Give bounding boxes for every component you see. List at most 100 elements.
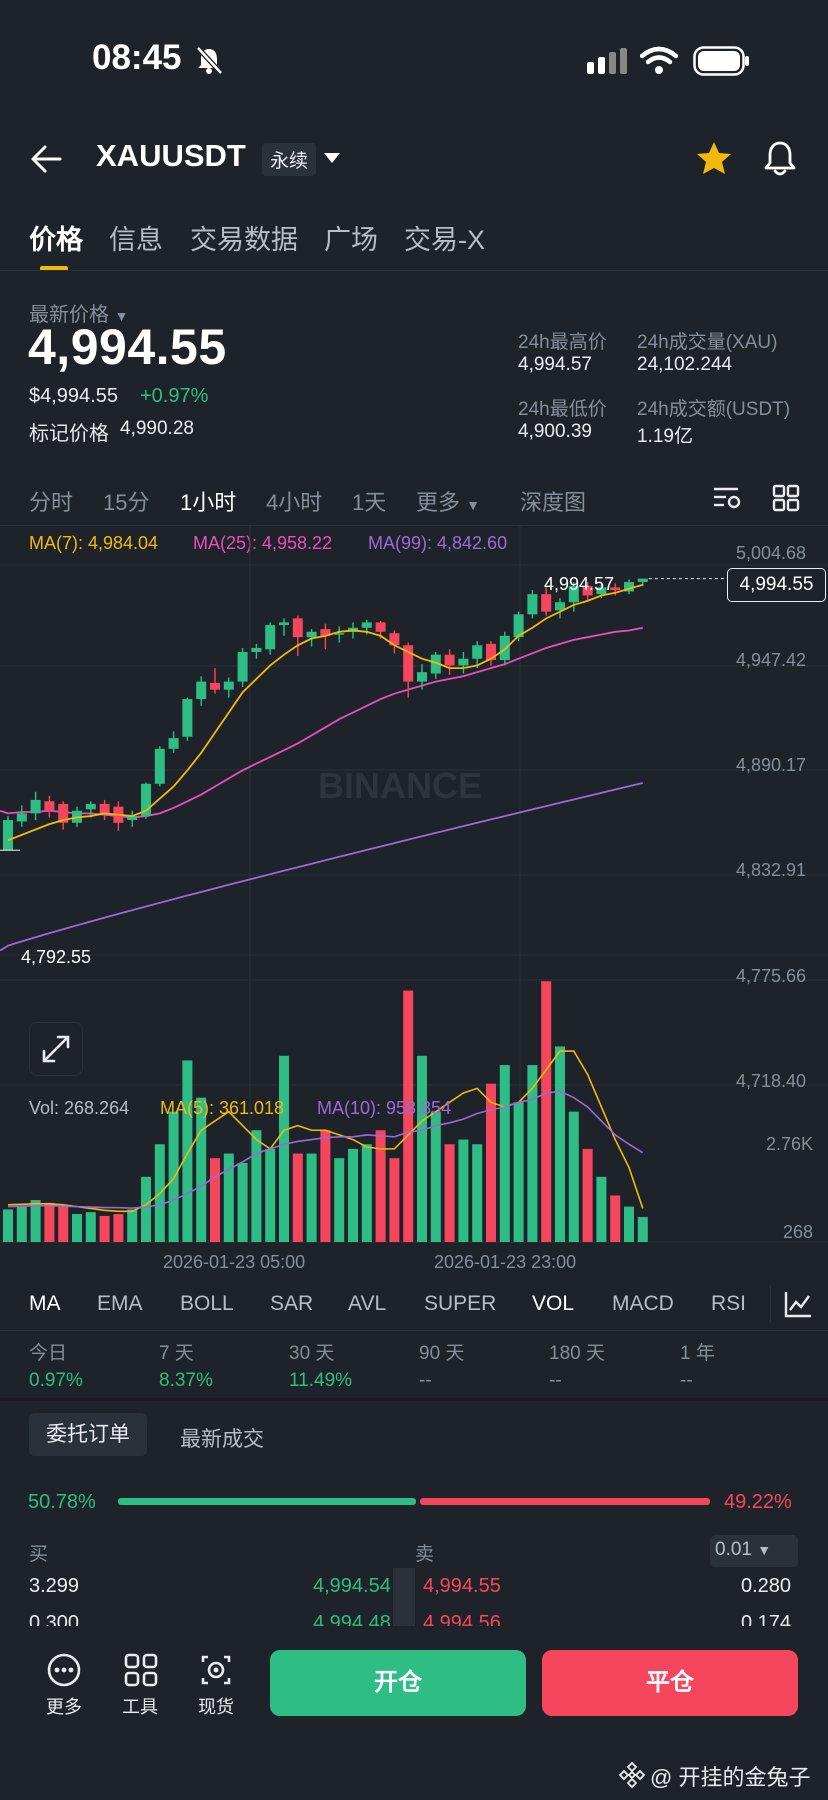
tools-label[interactable]: 工具 xyxy=(122,1697,158,1717)
timeframe-1h[interactable]: 1小时 xyxy=(180,490,237,515)
tools-icon xyxy=(124,1653,158,1687)
tab-trade-x[interactable]: 交易-X xyxy=(404,225,485,255)
spot-button[interactable] xyxy=(198,1652,234,1693)
notification-bell-icon[interactable] xyxy=(762,139,798,179)
volume-bar xyxy=(417,1055,427,1242)
candle-body xyxy=(44,801,55,811)
ask-qty[interactable]: 0.280 xyxy=(741,1575,792,1597)
perf-label: 90 天 xyxy=(419,1343,465,1364)
perf-value: 0.97% xyxy=(29,1370,83,1391)
volume-bar xyxy=(306,1153,317,1242)
volume-bar xyxy=(389,1158,400,1242)
fullscreen-button[interactable] xyxy=(29,1022,83,1076)
volume-bar xyxy=(486,1083,496,1242)
volume-bar xyxy=(30,1200,41,1242)
perf-label: 7 天 xyxy=(159,1343,194,1364)
timeframe-line[interactable]: 分时 xyxy=(29,490,74,515)
bid-price[interactable]: 4,994.54 xyxy=(313,1575,391,1597)
indicator-boll[interactable]: BOLL xyxy=(180,1292,234,1315)
tab-order-book[interactable]: 委托订单 xyxy=(29,1413,147,1456)
volume-bar xyxy=(237,1162,248,1242)
ma99-line xyxy=(0,782,644,952)
candle-body xyxy=(3,820,13,851)
candle-body xyxy=(375,622,386,632)
depth-chart-tab[interactable]: 深度图 xyxy=(520,490,587,515)
more-label[interactable]: 更多 xyxy=(46,1697,82,1717)
back-arrow-icon[interactable] xyxy=(30,142,64,176)
tab-recent-trades[interactable]: 最新成交 xyxy=(180,1428,264,1451)
candle-body xyxy=(568,586,579,603)
ma7-line xyxy=(7,583,644,842)
indicator-ma[interactable]: MA xyxy=(29,1292,61,1315)
candle-body xyxy=(637,578,648,583)
tab-price[interactable]: 价格 xyxy=(29,225,83,255)
vol-xau-24h-label: 24h成交量(XAU) xyxy=(637,332,778,353)
low-24h-value: 4,900.39 xyxy=(518,421,592,442)
tab-info[interactable]: 信息 xyxy=(109,225,163,255)
close-position-button[interactable]: 平仓 xyxy=(542,1650,798,1716)
status-time: 08:45 xyxy=(92,38,182,77)
spot-icon xyxy=(201,1655,231,1685)
indicator-vol[interactable]: VOL xyxy=(532,1292,575,1315)
volume-bar xyxy=(348,1148,358,1242)
candle-body xyxy=(306,631,317,638)
candle-body xyxy=(154,748,165,784)
open-position-button[interactable]: 开仓 xyxy=(270,1650,526,1716)
sell-ratio-bar xyxy=(420,1498,710,1505)
volume-bar xyxy=(375,1130,386,1242)
divider xyxy=(0,270,828,271)
perf-label: 180 天 xyxy=(549,1343,605,1364)
tools-button[interactable] xyxy=(123,1652,159,1693)
expand-icon xyxy=(42,1035,70,1063)
bid-qty[interactable]: 3.299 xyxy=(29,1575,80,1597)
volume-bar xyxy=(99,1215,110,1242)
low-marker: 4,792.55 xyxy=(21,947,92,967)
candle-body xyxy=(513,614,524,638)
indicator-ema[interactable]: EMA xyxy=(97,1292,143,1315)
precision-select[interactable]: 0.01 ▼ xyxy=(710,1535,798,1567)
current-price-tag: 4,994.55 xyxy=(727,568,826,602)
candle-body xyxy=(403,645,414,682)
candle-body xyxy=(85,803,96,810)
symbol-dropdown-icon[interactable] xyxy=(322,150,342,166)
high-24h-label: 24h最高价 xyxy=(518,332,607,353)
indicator-avl[interactable]: AVL xyxy=(348,1292,387,1315)
timeframe-1d[interactable]: 1天 xyxy=(352,490,387,515)
volume-bar xyxy=(582,1148,593,1242)
candlestick-chart[interactable]: BINANCE xyxy=(0,525,828,1270)
favorite-star-icon[interactable] xyxy=(695,140,733,178)
timeframe-15m[interactable]: 15分 xyxy=(103,490,150,515)
usd-price: $4,994.55 xyxy=(29,385,118,407)
candle-body xyxy=(430,654,441,674)
volume-bar xyxy=(292,1153,303,1242)
indicator-settings-icon[interactable] xyxy=(783,1289,813,1319)
volume-bar xyxy=(610,1195,621,1242)
symbol-title[interactable]: XAUUSDT xyxy=(96,138,246,173)
volume-bar xyxy=(361,1144,372,1242)
volume-bar xyxy=(113,1214,124,1242)
chart-settings-icon[interactable] xyxy=(712,484,742,512)
ask-price[interactable]: 4,994.55 xyxy=(423,1575,501,1597)
tab-square[interactable]: 广场 xyxy=(324,225,378,255)
ma99-legend: MA(99): 4,842.60 xyxy=(368,533,508,553)
indicator-sar[interactable]: SAR xyxy=(270,1292,314,1315)
battery-icon xyxy=(693,46,749,76)
candle-body xyxy=(196,681,207,700)
spot-label[interactable]: 现货 xyxy=(198,1697,234,1717)
indicator-macd[interactable]: MACD xyxy=(612,1292,674,1315)
candle-body xyxy=(223,681,234,690)
sell-column-label: 卖 xyxy=(415,1544,435,1565)
indicator-super[interactable]: SUPER xyxy=(424,1292,497,1315)
timeframe-4h[interactable]: 4小时 xyxy=(266,490,323,515)
more-button[interactable] xyxy=(46,1652,82,1693)
active-tab-indicator xyxy=(40,266,68,271)
vol-ma10-line xyxy=(7,1090,644,1209)
timeframe-more[interactable]: 更多 ▼ xyxy=(416,490,480,515)
vol-ma5-line xyxy=(7,1050,644,1213)
tab-trading-data[interactable]: 交易数据 xyxy=(190,225,298,255)
candle-body xyxy=(624,582,634,592)
last-price-label[interactable]: 最新价格 ▼ xyxy=(29,304,129,326)
grid-layout-icon[interactable] xyxy=(772,484,800,512)
indicator-rsi[interactable]: RSI xyxy=(711,1292,747,1315)
volume-bar xyxy=(279,1055,289,1242)
